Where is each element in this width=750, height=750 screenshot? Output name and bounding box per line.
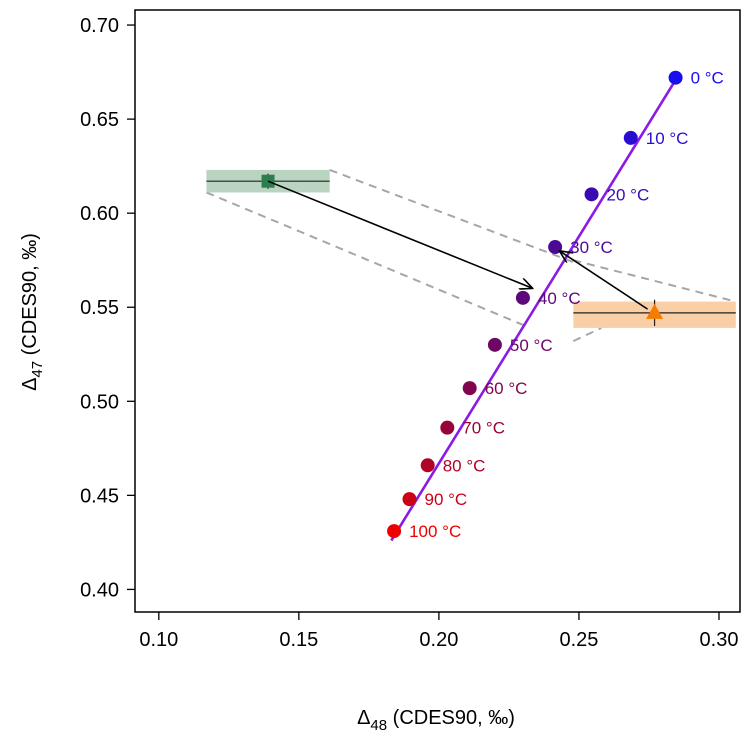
dashed-projection-line [573,259,737,303]
temperature-label: 50 °C [510,336,553,355]
temperature-label: 40 °C [538,289,581,308]
x-axis-title: Δ48 (CDES90, ‰) [357,707,515,734]
dashed-projection-line [572,327,602,343]
equilibrium-point [387,524,402,539]
y-tick-label: 0.50 [80,391,119,413]
y-axis-title: Δ47 (CDES90, ‰) [19,233,46,391]
equilibrium-point [668,70,683,85]
x-axis-subscript: 48 [370,717,387,734]
x-tick-label: 0.15 [279,629,318,651]
temperature-label: 30 °C [570,238,613,257]
x-tick-label: 0.20 [419,629,458,651]
x-axis-symbol: Δ [357,707,370,729]
equilibrium-line-group [390,77,679,542]
equilibrium-point [515,290,530,305]
temperature-label: 90 °C [424,490,467,509]
equilibrium-line [390,77,679,542]
temperature-label: 0 °C [691,69,724,88]
sample-triangle-marker [646,303,664,319]
equilibrium-point [487,337,502,352]
arrow [559,251,649,310]
y-axis-subscript: 47 [29,361,46,378]
equilibrium-point [420,458,435,473]
y-tick-label: 0.65 [80,109,119,131]
x-tick-label: 0.10 [139,629,178,651]
equilibrium-point [440,420,455,435]
temperature-label: 10 °C [646,129,689,148]
y-tick-label: 0.45 [80,485,119,507]
equilibrium-point [584,187,599,202]
y-tick-label: 0.55 [80,297,119,319]
y-axis-symbol: Δ [19,378,41,391]
dashed-projection-line [329,168,574,264]
axes: 0.10 0.15 0.20 0.25 0.30 0.40 0.45 0.50 0.55 0.60… [80,15,738,651]
arrows [267,180,649,310]
x-tick-label: 0.25 [559,629,598,651]
equilibrium-points: 0 °C 10 °C 20 °C 30 °C 40 °C 50 °C 60 °C 70 °C 8… [387,69,724,541]
dashed-projection-lines [206,168,737,343]
y-tick-label: 0.70 [80,15,119,37]
equilibrium-point [462,381,477,396]
temperature-label: 80 °C [443,456,486,475]
arrow [267,180,533,288]
equilibrium-point [623,130,638,145]
y-tick-label: 0.60 [80,203,119,225]
temperature-label: 100 °C [409,522,461,541]
equilibrium-point [402,492,417,507]
plot-frame [134,9,741,613]
x-axis-title-rest: (CDES90, ‰) [387,707,515,729]
dashed-projection-line [206,191,527,327]
x-tick-label: 0.30 [700,629,739,651]
y-axis-title-rest: (CDES90, ‰) [19,233,41,361]
temperature-label: 70 °C [462,419,505,438]
temperature-label: 20 °C [607,185,650,204]
y-tick-label: 0.40 [80,579,119,601]
temperature-label: 60 °C [485,379,528,398]
